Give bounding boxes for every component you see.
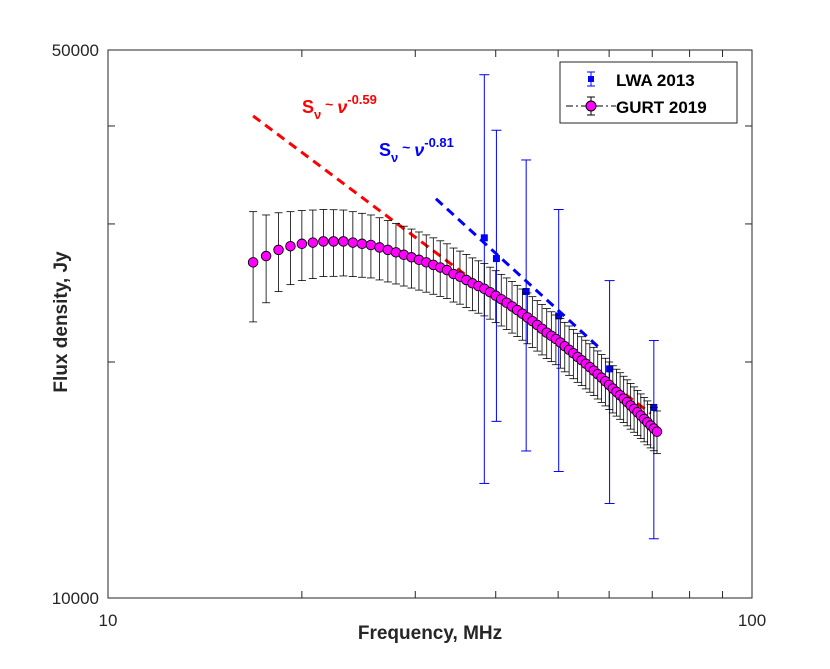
- gurt-series: [247, 209, 663, 455]
- gurt-point-6: [318, 236, 329, 247]
- legend-gurt-circle: [585, 100, 597, 112]
- x-axis-label: Frequency, MHz: [358, 623, 502, 644]
- gurt-point-7: [328, 236, 339, 247]
- lwa-point-1: [492, 255, 500, 263]
- x-tick-label-100: 100: [738, 611, 766, 630]
- lwa-point-4: [606, 365, 614, 373]
- legend-gurt-label: GURT 2019: [616, 98, 707, 117]
- legend: LWA 2013 GURT 2019: [559, 61, 738, 124]
- y-axis-label: Flux density, Jy: [51, 251, 72, 393]
- gurt-point-9: [347, 237, 359, 248]
- blue-fit-line: [434, 197, 604, 352]
- legend-lwa-marker: [587, 71, 595, 87]
- lwa-point-0: [480, 234, 488, 242]
- x-tick-label-10: 10: [99, 611, 118, 630]
- red-fit-label-tilde: ~: [321, 96, 337, 112]
- y-tick-label-50000: 50000: [52, 41, 99, 60]
- legend-lwa-label: LWA 2013: [616, 71, 695, 90]
- red-fit-label-s: S: [302, 97, 314, 117]
- plot-area: [108, 50, 752, 598]
- lwa-point-3: [555, 312, 563, 320]
- lwa-point-2: [522, 288, 530, 296]
- plot-frame: [107, 49, 753, 599]
- blue-fit-label-tilde: ~: [398, 139, 414, 155]
- red-fit-label-sub: ν: [314, 107, 321, 122]
- axis-ticks: [107, 49, 753, 599]
- gurt-point-8: [338, 236, 349, 247]
- red-fit-label-nu: ν: [337, 97, 347, 117]
- blue-fit-label: Sν ~ ν-0.81: [379, 135, 454, 165]
- legend-gurt-marker: [566, 96, 616, 116]
- gurt-point-3: [285, 240, 296, 252]
- red-fit-label: Sν ~ ν-0.59: [302, 92, 377, 122]
- blue-fit-label-s: S: [379, 140, 391, 160]
- gurt-point-10: [356, 238, 368, 250]
- blue-fit-label-sub: ν: [391, 150, 398, 165]
- blue-fit-label-nu: ν: [414, 140, 424, 160]
- red-fit-label-exp: -0.59: [347, 92, 377, 107]
- gurt-point-0: [247, 257, 259, 268]
- gurt-point-11: [365, 239, 377, 251]
- legend-lwa-square: [588, 76, 594, 82]
- blue-fit-label-exp: -0.81: [424, 135, 454, 150]
- gurt-point-5: [307, 237, 319, 248]
- y-tick-label-10000: 10000: [52, 589, 99, 608]
- gurt-point-4: [296, 238, 308, 250]
- gurt-point-2: [273, 244, 284, 256]
- gurt-point-68: [651, 426, 663, 437]
- gurt-point-1: [260, 250, 272, 262]
